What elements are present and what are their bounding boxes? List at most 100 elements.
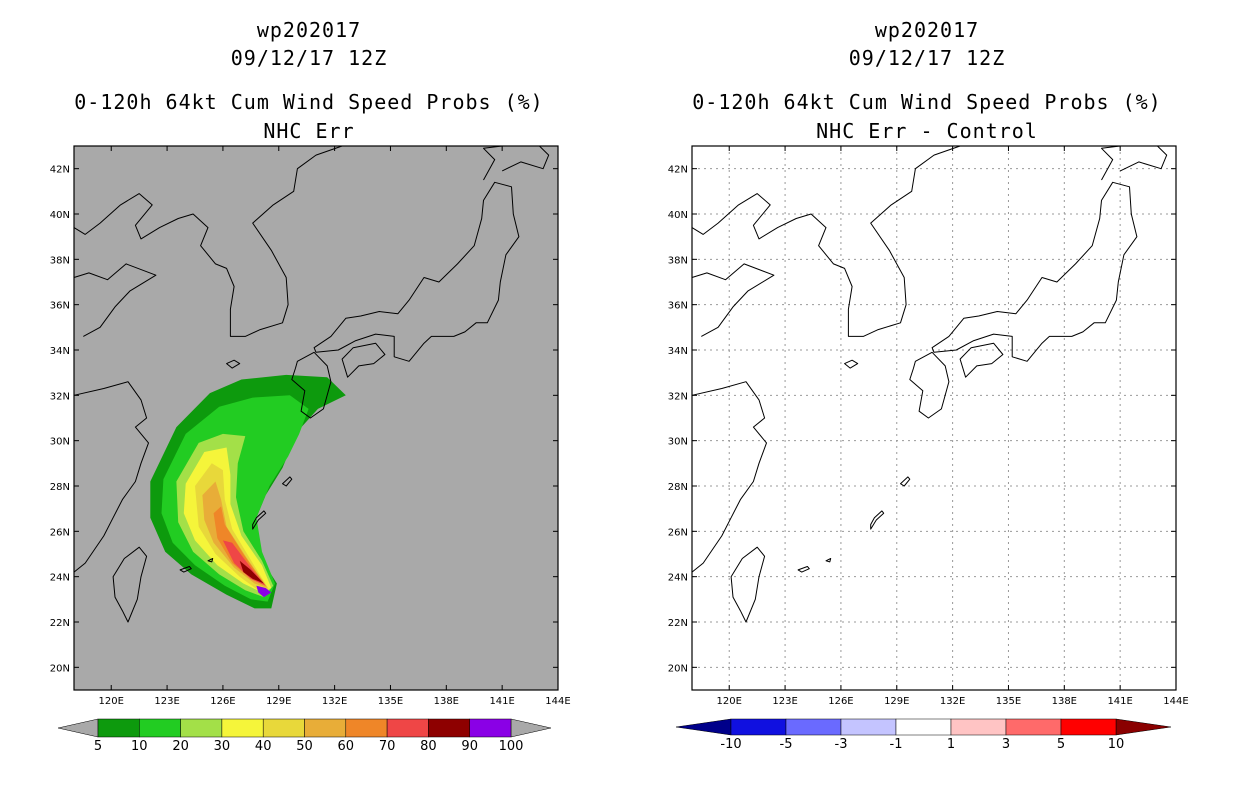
china-coastline [691, 381, 767, 573]
yaeyama-coastline [179, 566, 192, 573]
prob-contour-60 [213, 506, 266, 586]
amami-coastline [900, 476, 911, 487]
map-background [692, 146, 1176, 690]
map-frame [73, 145, 559, 691]
lon-tick-label: 123E [772, 696, 797, 707]
colorbar-label: -1 [890, 737, 903, 752]
lat-tick-label: 24N [668, 573, 688, 584]
shandong-coastline [691, 263, 775, 337]
subtitle: NHC Err - Control [816, 119, 1038, 143]
okinawa-coastline [252, 510, 267, 530]
colorbar-left-arrow [57, 718, 99, 738]
lon-tick-label: 129E [266, 696, 291, 707]
colorbar-label: 5 [1057, 737, 1065, 752]
lat-tick-label: 20N [668, 663, 688, 674]
lat-tick-label: 36N [50, 301, 70, 312]
lon-tick-label: 144E [545, 696, 570, 707]
colorbar-segment [730, 718, 787, 736]
colorbar-label: 10 [1108, 737, 1125, 752]
colorbar-label: 50 [296, 739, 313, 754]
colorbar-right-arrow [510, 718, 552, 738]
lon-tick-label: 135E [378, 696, 403, 707]
colorbar-segment [840, 718, 897, 736]
colorbar-segment [895, 718, 952, 736]
colorbar-segment [345, 718, 388, 738]
lat-tick-label: 22N [668, 618, 688, 629]
prob-contour-50 [202, 481, 268, 588]
colorbar-label: 60 [338, 739, 355, 754]
colorbar-segment [386, 718, 429, 738]
product-title: 0-120h 64kt Cum Wind Speed Probs (%) [74, 90, 544, 114]
colorbar-label: -5 [780, 737, 793, 752]
lon-tick-label: 141E [1107, 696, 1132, 707]
date-title: 09/12/17 12Z [848, 46, 1006, 70]
miyako-coastline [825, 558, 832, 563]
lat-tick-label: 20N [50, 663, 70, 674]
colorbar-segment [221, 718, 264, 738]
lon-tick-label: 135E [996, 696, 1021, 707]
left-map-figure: 20N 22N 24N 26N 28N 30N 32N 34N 36N 38N 40N 42N 120E… [50, 145, 571, 754]
okinawa-coastline [870, 510, 885, 530]
probability-swath [150, 374, 346, 609]
product-title: 0-120h 64kt Cum Wind Speed Probs (%) [692, 90, 1162, 114]
lat-tick-label: 42N [668, 165, 688, 176]
lat-tick-label: 26N [668, 527, 688, 538]
colorbar-label: 80 [420, 739, 437, 754]
colorbar-label: 40 [255, 739, 272, 754]
taiwan-coastline [112, 546, 148, 623]
lon-tick-label: 120E [99, 696, 124, 707]
storm-id-title: wp202017 [874, 18, 980, 42]
left-panel: wp202017 09/12/17 12Z 0-120h 64kt Cum Wi… [50, 18, 571, 754]
right-panel: wp202017 09/12/17 12Z 0-120h 64kt Cum Wi… [618, 0, 1236, 800]
yaeyama-coastline [797, 566, 810, 573]
right-map [691, 145, 1177, 690]
colorbar-segment [428, 718, 470, 738]
colorbar-segment [139, 718, 181, 738]
colorbar-segment [180, 718, 223, 738]
lat-tick-label: 36N [668, 301, 688, 312]
lat-tick-label: 28N [668, 482, 688, 493]
lon-tick-label: 123E [154, 696, 179, 707]
colorbar-label: -10 [720, 737, 741, 752]
date-title: 09/12/17 12Z [230, 46, 388, 70]
lat-tick-label: 38N [50, 255, 70, 266]
korea-coastline [73, 145, 343, 337]
lat-tick-label: 34N [50, 346, 70, 357]
colorbar-label: 1 [947, 737, 955, 752]
jeju-coastline [226, 359, 241, 369]
lat-tick-label: 42N [50, 165, 70, 176]
colorbar-segment [262, 718, 305, 738]
lat-tick-label: 40N [50, 210, 70, 221]
colorbar-label: 5 [94, 739, 102, 754]
colorbar-right-arrow [1115, 718, 1172, 736]
colorbar-segment [304, 718, 347, 738]
lat-tick-label: 28N [50, 482, 70, 493]
storm-id-title: wp202017 [256, 18, 362, 42]
prob-contour-80 [239, 560, 264, 584]
lat-tick-label: 32N [50, 391, 70, 402]
coastlines [73, 145, 550, 623]
lon-tick-label: 120E [717, 696, 742, 707]
lon-tick-label: 126E [828, 696, 853, 707]
lon-tick-label: 129E [884, 696, 909, 707]
korea-coastline [691, 145, 961, 337]
axis-ticks: 20N 22N 24N 26N 28N 30N 32N 34N 36N 38N 40N 42N 120E… [50, 146, 571, 707]
lat-tick-label: 38N [668, 255, 688, 266]
colorbar-label: 100 [499, 739, 524, 754]
lon-tick-label: 144E [1163, 696, 1188, 707]
honshu-coastline [313, 181, 520, 362]
left-colorbar: 5 10 20 30 40 50 60 70 80 90 100 [57, 718, 552, 754]
colorbar-segment [950, 718, 1007, 736]
colorbar-segment [1060, 718, 1117, 736]
colorbar-segment [97, 718, 140, 738]
colorbar-left-arrow [675, 718, 732, 736]
shikoku-coastline [959, 342, 1004, 378]
left-map [73, 145, 558, 690]
shikoku-coastline [341, 342, 386, 378]
colorbar-segment [1005, 718, 1062, 736]
lat-tick-label: 32N [668, 391, 688, 402]
colorbar-label: 20 [172, 739, 189, 754]
colorbar-label: 3 [1002, 737, 1010, 752]
colorbar-label: 10 [131, 739, 148, 754]
lon-tick-label: 132E [322, 696, 347, 707]
